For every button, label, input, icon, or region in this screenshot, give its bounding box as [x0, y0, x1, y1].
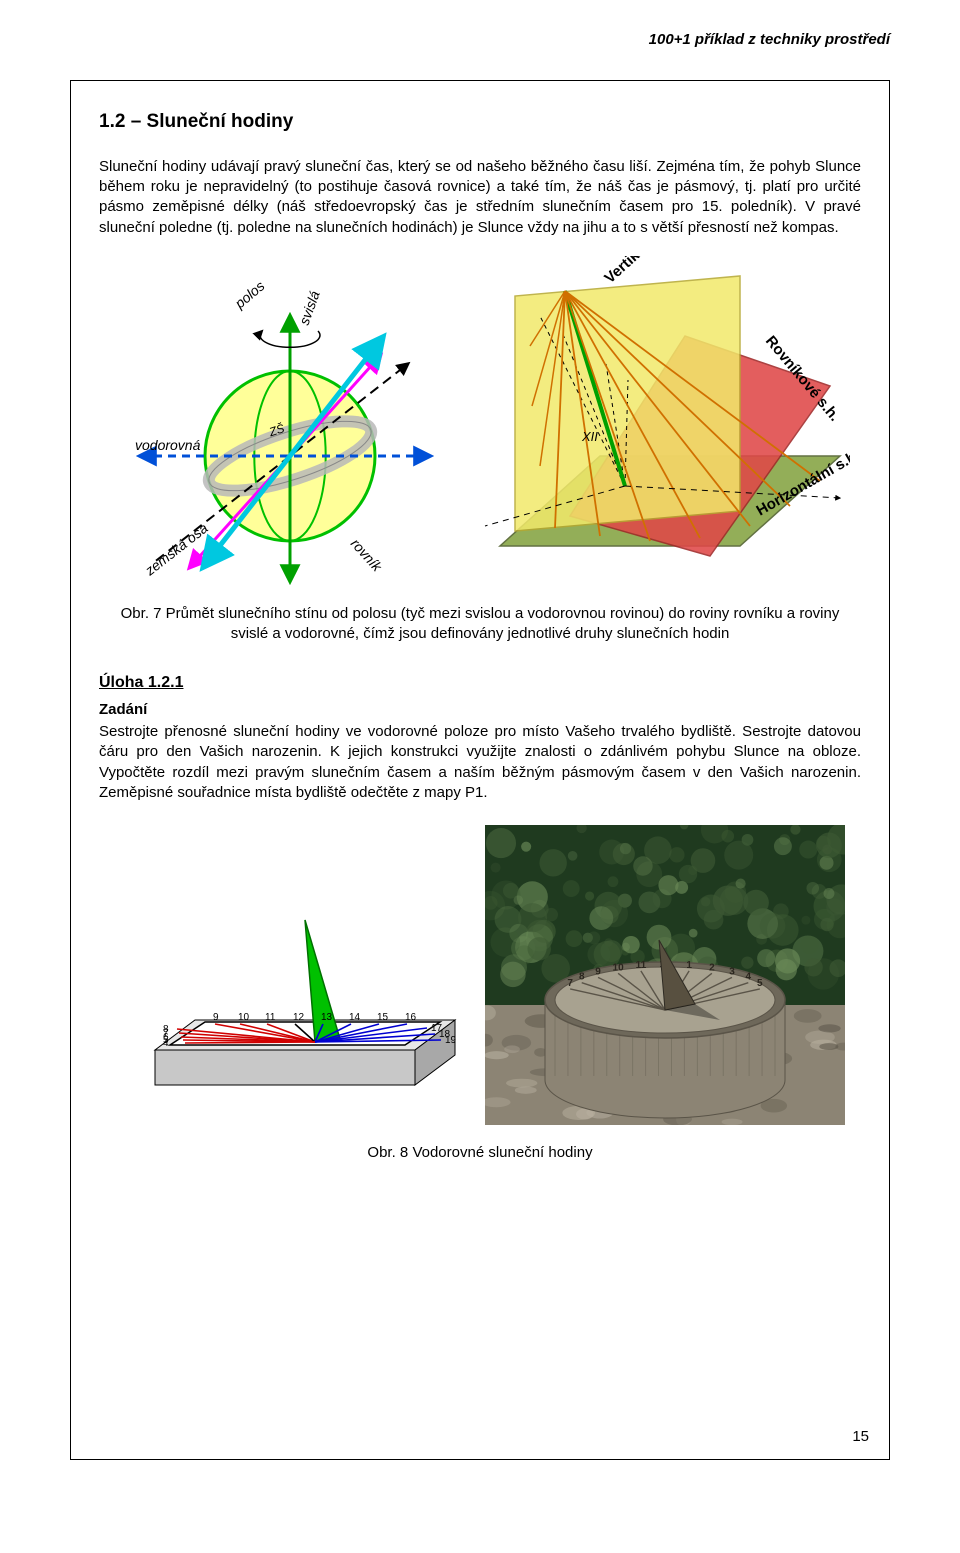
figure7-right-diagram: XIIVertikální s.h.Rovníkové s.h.Horizont…: [460, 256, 850, 586]
figure7-caption: Obr. 7 Průmět slunečního stínu od polosu…: [120, 604, 840, 645]
svg-text:1: 1: [686, 960, 692, 971]
page-frame: 1.2 – Sluneční hodiny Sluneční hodiny ud…: [70, 80, 890, 1460]
svg-text:zemská osa: zemská osa: [141, 520, 211, 579]
figure8-left-diagram: 91011121314151687654171819: [115, 825, 475, 1125]
svg-text:14: 14: [349, 1012, 361, 1023]
task-body: Sestrojte přenosné sluneční hodiny ve vo…: [99, 722, 861, 803]
svg-text:rovník: rovník: [348, 535, 386, 575]
svg-text:13: 13: [321, 1012, 333, 1023]
svg-text:3: 3: [729, 967, 735, 978]
svg-text:2: 2: [709, 963, 715, 974]
svg-text:15: 15: [377, 1012, 389, 1023]
svg-text:5: 5: [757, 978, 763, 989]
figure7-left-diagram: polossvislávodorovnáZŠzemská osarovník: [110, 256, 450, 586]
svg-text:11: 11: [636, 960, 647, 971]
intro-paragraph: Sluneční hodiny udávají pravý sluneční č…: [99, 157, 861, 238]
svg-text:9: 9: [595, 967, 601, 978]
svg-text:svislá: svislá: [296, 288, 323, 327]
svg-text:19: 19: [445, 1035, 457, 1046]
figure8-right-photo: 78910111212345: [485, 825, 845, 1125]
svg-text:11: 11: [265, 1012, 276, 1023]
section-title: 1.2 – Sluneční hodiny: [99, 109, 861, 135]
figure7-row: polossvislávodorovnáZŠzemská osarovník X…: [99, 256, 861, 586]
task-heading: Úloha 1.2.1: [99, 672, 861, 694]
svg-text:4: 4: [163, 1038, 169, 1049]
svg-text:XII: XII: [581, 429, 598, 444]
svg-text:10: 10: [613, 963, 625, 974]
page-number: 15: [852, 1427, 869, 1447]
svg-text:7: 7: [567, 978, 573, 989]
svg-text:4: 4: [745, 972, 751, 983]
running-header: 100+1 příklad z techniky prostředí: [70, 30, 890, 50]
figure8-caption: Obr. 8 Vodorovné sluneční hodiny: [120, 1143, 840, 1163]
svg-text:16: 16: [405, 1012, 417, 1023]
svg-text:10: 10: [238, 1012, 250, 1023]
svg-text:8: 8: [579, 972, 585, 983]
svg-text:12: 12: [293, 1012, 305, 1023]
figure8-row: 91011121314151687654171819 7891011121234…: [99, 825, 861, 1125]
svg-text:9: 9: [213, 1012, 219, 1023]
task-subheading: Zadání: [99, 700, 861, 720]
svg-text:polos: polos: [231, 277, 268, 311]
svg-text:vodorovná: vodorovná: [135, 437, 201, 453]
